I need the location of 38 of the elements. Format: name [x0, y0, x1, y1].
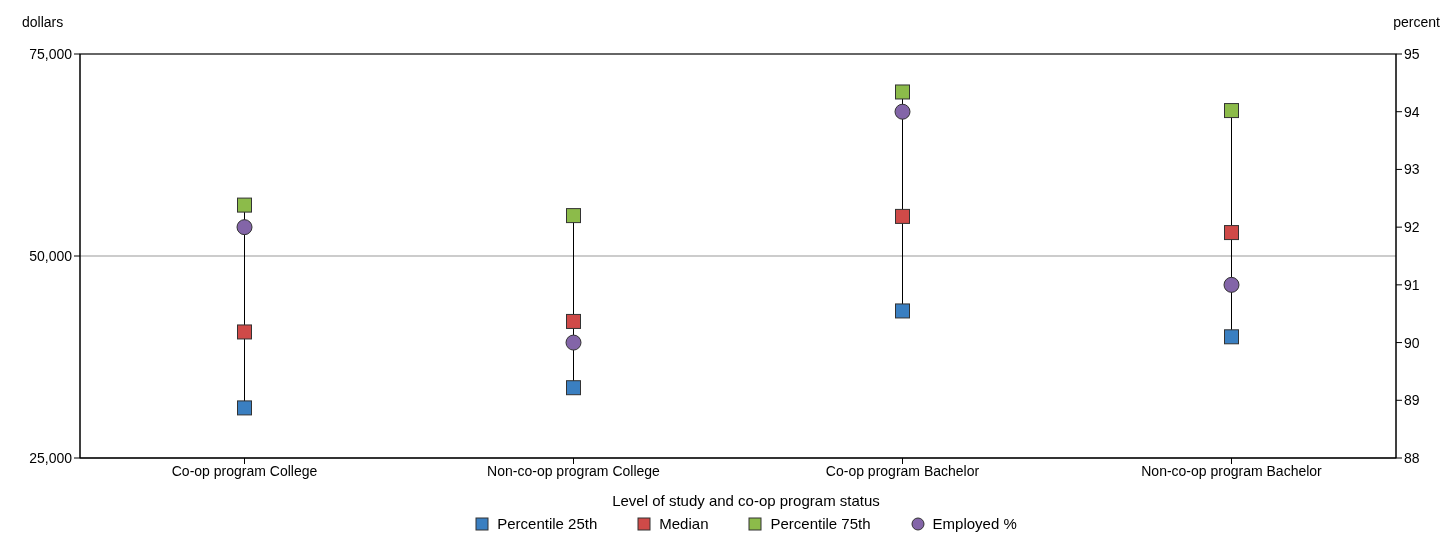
point — [1224, 103, 1239, 119]
y2-tick-label: 92 — [1404, 219, 1420, 236]
x-tick-label: Non-co-op program Bachelor — [1141, 462, 1323, 479]
legend-label: Median — [659, 515, 709, 532]
point — [1224, 329, 1239, 345]
x-tick-label: Co-op program College — [171, 462, 318, 479]
x-tick-label: Non-co-op program College — [487, 462, 661, 479]
y2-tick-label: 95 — [1404, 45, 1420, 62]
y-axis-title: dollars — [22, 14, 64, 30]
x-axis-title: Level of study and co-op program status — [611, 492, 881, 509]
point — [1223, 276, 1240, 293]
point — [895, 303, 910, 319]
point — [894, 103, 911, 120]
y-tick-label: 25,000 — [29, 449, 73, 466]
point — [566, 208, 581, 224]
point — [237, 400, 252, 416]
y2-axis-title: percent — [1393, 14, 1440, 30]
legend-label: Percentile 75th — [770, 515, 871, 532]
y-tick-label: 75,000 — [29, 45, 73, 62]
y2-tick-label: 90 — [1404, 334, 1420, 351]
point — [895, 208, 910, 224]
legend-label: Percentile 25th — [497, 515, 598, 532]
point — [237, 197, 252, 213]
point — [895, 84, 910, 100]
point — [565, 334, 582, 351]
point — [566, 380, 581, 396]
y2-tick-label: 93 — [1404, 161, 1420, 178]
y-tick-label: 50,000 — [29, 247, 73, 264]
legend-label: Employed % — [932, 515, 1017, 532]
y2-tick-label: 89 — [1404, 392, 1420, 409]
point — [566, 313, 581, 329]
x-tick-label: Co-op program Bachelor — [825, 462, 980, 479]
point — [236, 219, 253, 236]
y2-tick-label: 94 — [1404, 103, 1420, 120]
point — [237, 324, 252, 340]
point — [1224, 225, 1239, 241]
y2-tick-label: 91 — [1404, 276, 1420, 293]
y2-tick-label: 88 — [1404, 449, 1420, 466]
